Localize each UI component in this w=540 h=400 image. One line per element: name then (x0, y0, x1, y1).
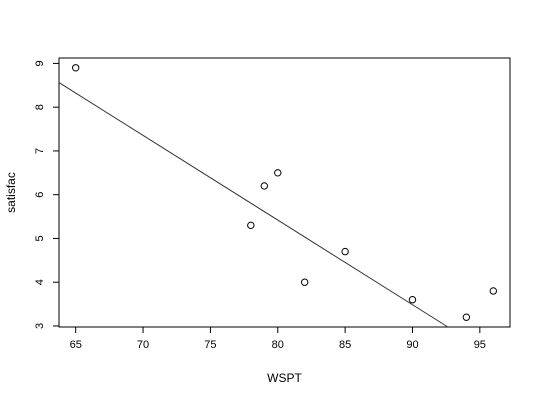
y-axis: 3 4 5 6 7 8 9 (34, 60, 60, 329)
x-tick-label: 65 (70, 339, 82, 351)
y-tick-label: 5 (34, 235, 46, 241)
x-tick-label: 70 (137, 339, 149, 351)
y-tick-label: 7 (34, 148, 46, 154)
data-point (274, 169, 282, 177)
data-point (260, 182, 268, 190)
x-tick-label: 95 (474, 339, 486, 351)
fit-line-group (58, 82, 449, 328)
y-tick-label: 6 (34, 192, 46, 198)
data-point (341, 247, 349, 256)
x-tick-label: 75 (204, 339, 216, 351)
data-point (72, 64, 80, 72)
y-axis-label: satisfac (4, 172, 18, 213)
data-point (301, 278, 309, 286)
data-point (489, 287, 497, 295)
data-point (462, 313, 471, 321)
x-tick-label: 90 (406, 339, 418, 351)
x-axis: 65 70 75 80 85 90 95 (70, 326, 486, 351)
data-point (247, 221, 255, 230)
x-axis-label: WSPT (267, 371, 302, 385)
y-tick-label: 4 (34, 279, 46, 285)
regression-line (58, 82, 449, 328)
y-tick-label: 9 (34, 60, 46, 66)
points-group (72, 64, 497, 321)
y-tick-label: 8 (34, 104, 46, 110)
y-tick-label: 3 (34, 323, 46, 329)
plot-frame (58, 57, 511, 328)
data-point (408, 296, 417, 304)
x-tick-label: 80 (272, 339, 284, 351)
x-tick-label: 85 (339, 339, 351, 351)
